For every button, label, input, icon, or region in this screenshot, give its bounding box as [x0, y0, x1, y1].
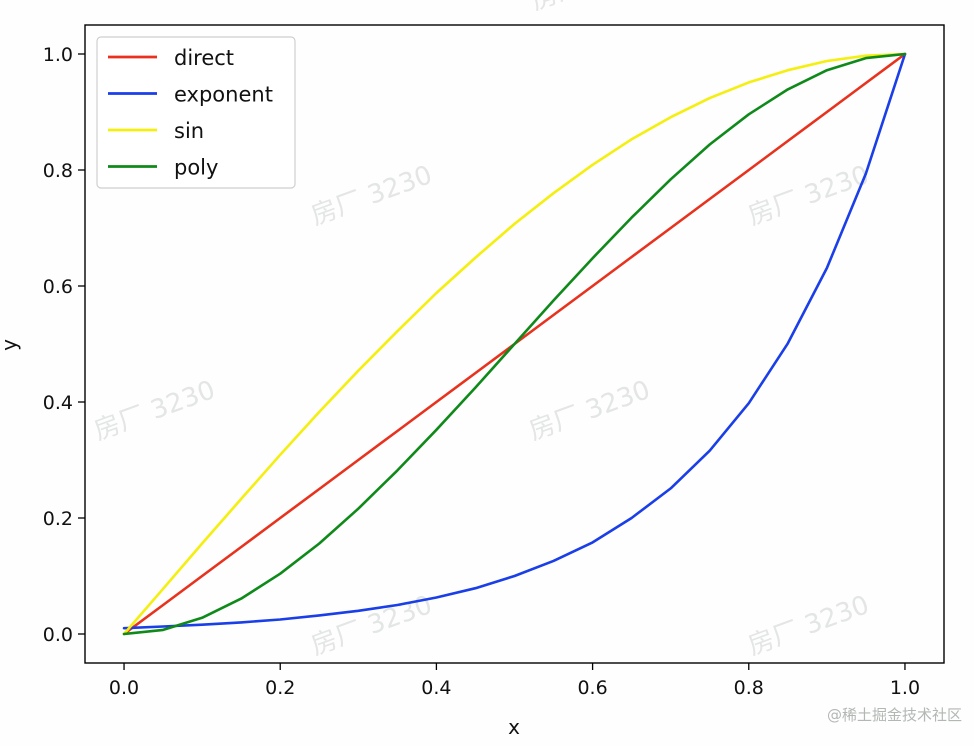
- y-axis-label: y: [0, 339, 21, 351]
- series-line-poly: [122, 52, 907, 636]
- credit-watermark: @稀土掘金技术社区: [827, 706, 962, 724]
- series-line-sin: [122, 52, 907, 636]
- legend-label-sin: sin: [174, 119, 204, 143]
- plot-area: [84, 24, 945, 664]
- y-tick-label: 0.6: [43, 276, 73, 298]
- x-tick-label: 0.4: [421, 677, 451, 699]
- x-axis-label: x: [508, 715, 520, 739]
- legend: direct exponent sin poly: [96, 36, 296, 189]
- y-tick-label: 0.0: [43, 624, 73, 646]
- x-tick-label: 0.8: [734, 677, 764, 699]
- watermark: 房厂 3230: [527, 0, 656, 17]
- y-tick-label: 0.2: [43, 508, 73, 530]
- x-tick-label: 0.0: [109, 677, 139, 699]
- legend-label-direct: direct: [174, 46, 234, 70]
- y-tick-label: 0.8: [43, 160, 73, 182]
- watermark: 房厂 3230: [744, 590, 873, 661]
- x-tick-label: 1.0: [890, 677, 920, 699]
- watermark: 房厂 3230: [525, 375, 654, 446]
- x-tick-label: 0.2: [265, 677, 295, 699]
- watermark: 房厂 3230: [744, 160, 873, 231]
- legend-label-poly: poly: [174, 156, 218, 180]
- watermark: 房厂 3230: [90, 375, 219, 446]
- watermark: 房厂 3230: [307, 160, 436, 231]
- x-tick-label: 0.6: [577, 677, 607, 699]
- y-tick-label: 1.0: [43, 44, 73, 66]
- y-tick-label: 0.4: [43, 392, 73, 414]
- legend-box: [96, 36, 296, 189]
- series-layer: [122, 52, 907, 636]
- legend-label-exponent: exponent: [174, 83, 273, 107]
- tick-layer: 0.0 0.2 0.4 0.6 0.8 1.0 0.0 0.2 0.4 0.6 0.8 1.0: [43, 44, 920, 699]
- series-line-exponent: [122, 52, 907, 630]
